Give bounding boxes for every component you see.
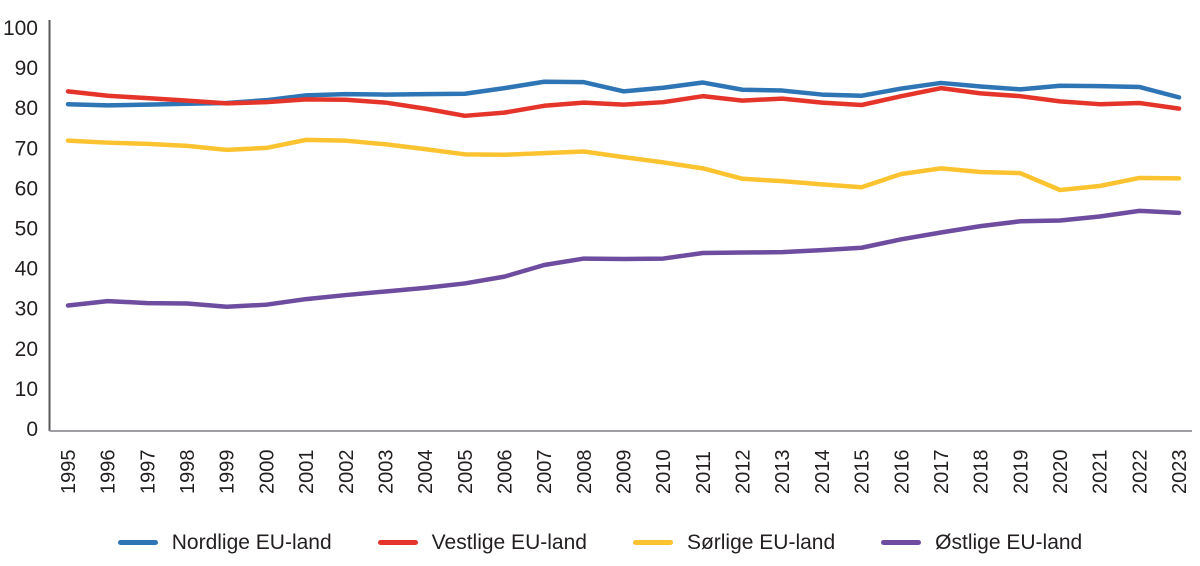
x-axis-tick-label: 1996 [98, 450, 120, 495]
x-axis-tick-label: 1995 [58, 450, 80, 495]
legend-swatch-ostlige-icon [881, 539, 922, 545]
y-axis-tick-label: 20 [15, 338, 38, 361]
legend: Nordlige EU-land Vestlige EU-land Sørlig… [0, 527, 1200, 557]
x-axis-tick-label: 2011 [693, 451, 715, 494]
x-axis-tick-label: 2012 [733, 450, 755, 495]
legend-swatch-sorlige-icon [632, 539, 673, 545]
x-axis-tick-label: 2002 [336, 450, 358, 495]
y-axis-tick-label: 80 [15, 97, 38, 120]
legend-label-vestlige: Vestlige EU-land [431, 530, 587, 554]
x-axis-tick-label: 1997 [137, 450, 159, 495]
legend-label-sorlige: Sørlige EU-land [686, 530, 836, 554]
x-axis-tick-label: 2007 [534, 450, 556, 495]
x-axis-tick-label: 2016 [891, 450, 913, 495]
x-axis-tick-label: 2017 [931, 450, 953, 495]
x-axis-tick-label: 2013 [772, 450, 794, 495]
y-axis-tick-label: 90 [15, 57, 38, 80]
x-axis-tick-label: 2019 [1010, 450, 1032, 495]
series-line [65, 85, 1182, 119]
y-axis-tick-label: 100 [3, 17, 38, 40]
y-axis-tick-label: 0 [26, 418, 38, 441]
x-axis-tick-label: 2021 [1090, 450, 1112, 495]
y-axis-tick-label: 10 [15, 378, 38, 401]
y-axis-tick-label: 60 [15, 177, 38, 200]
x-axis-tick-label: 2006 [494, 450, 516, 495]
legend-swatch-nordlige-icon [117, 539, 158, 545]
x-axis: 1995 1996 1997 1998 1999 2000 2001 2002 2003 2004… [49, 430, 1192, 495]
x-axis-tick-label: 2004 [415, 450, 437, 495]
x-axis-tick-label: 2023 [1169, 450, 1191, 495]
series-lines [65, 79, 1182, 309]
x-axis-tick-label: 2008 [574, 450, 596, 495]
x-axis-tick-label: 2003 [375, 450, 397, 495]
legend-item-ostlige: Østlige EU-land [881, 532, 1082, 553]
legend-swatch-vestlige-icon [377, 539, 418, 545]
x-axis-tick-label: 2015 [852, 450, 874, 495]
x-axis-tick-label: 2010 [653, 450, 675, 495]
legend-item-sorlige: Sørlige EU-land [632, 530, 836, 554]
legend-item-nordlige: Nordlige EU-land [117, 530, 332, 554]
x-axis-tick-label: 2009 [614, 450, 636, 495]
y-axis-tick-label: 30 [15, 298, 38, 321]
y-axis-tick-label: 70 [15, 137, 38, 160]
y-axis: 0 10 20 30 40 50 60 70 80 90 100 [3, 17, 51, 441]
x-axis-tick-label: 2014 [812, 450, 834, 495]
x-axis-tick-label: 2020 [1050, 450, 1072, 495]
x-axis-tick-label: 2018 [971, 450, 993, 495]
x-axis-tick-label: 2000 [256, 450, 278, 495]
legend-item-vestlige: Vestlige EU-land [377, 530, 587, 554]
x-axis-tick-label: 2022 [1129, 450, 1151, 495]
x-axis-tick-label: 2005 [455, 450, 477, 495]
x-axis-tick-label: 1998 [177, 450, 199, 495]
x-axis-tick-label: 2001 [296, 450, 318, 495]
legend-label-ostlige: Østlige EU-land [935, 530, 1083, 554]
series-line [65, 208, 1182, 309]
y-axis-tick-label: 40 [15, 258, 38, 281]
legend-label-nordlige: Nordlige EU-land [171, 530, 332, 554]
series-line [65, 137, 1182, 193]
y-axis-tick-label: 50 [15, 218, 38, 241]
x-axis-tick-label: 1999 [217, 450, 239, 495]
